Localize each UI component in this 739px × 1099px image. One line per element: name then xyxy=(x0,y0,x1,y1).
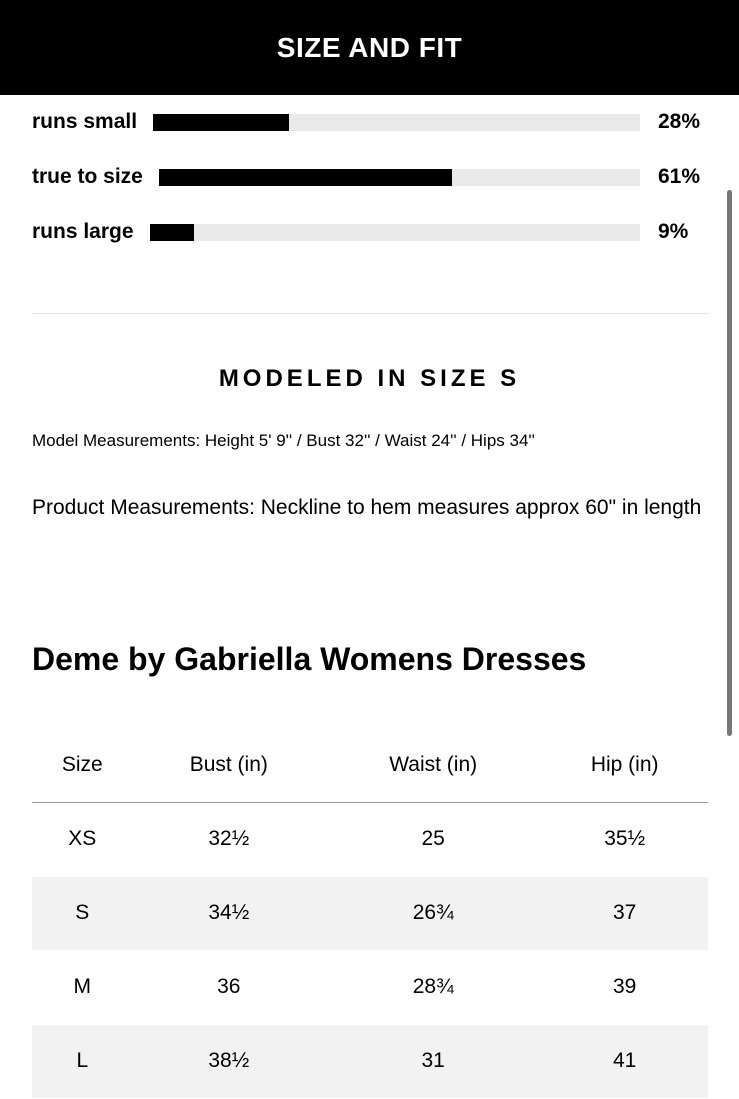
table-cell: 34½ xyxy=(132,876,326,950)
fit-label: runs large xyxy=(32,220,134,243)
divider xyxy=(32,313,708,314)
fit-bar-track xyxy=(149,223,640,241)
table-cell: 35½ xyxy=(604,827,646,850)
fit-row-true-to-size: true to size 61% xyxy=(32,162,712,192)
fit-label: true to size xyxy=(32,165,143,188)
table-cell: 26¾ xyxy=(325,876,542,950)
model-measurements: Model Measurements: Height 5' 9'' / Bust… xyxy=(32,431,535,450)
size-chart-title: Deme by Gabriella Womens Dresses xyxy=(32,641,587,677)
table-cell: M xyxy=(73,975,92,998)
column-header: Hip (in) xyxy=(541,728,708,803)
fit-percent: 61% xyxy=(658,165,701,188)
fit-row-runs-large: runs large 9% xyxy=(32,217,712,247)
table-cell: S xyxy=(32,876,133,950)
table-cell: 32½ xyxy=(208,827,250,850)
modeled-heading: MODELED IN SIZE S xyxy=(218,365,521,392)
header-bar: SIZE AND FIT xyxy=(0,0,739,95)
fit-bar-track xyxy=(153,113,640,131)
fit-bar-fill xyxy=(149,223,194,241)
column-header: Bust (in) xyxy=(132,728,326,803)
table-cell: 31 xyxy=(325,1024,542,1098)
table-cell: 28¾ xyxy=(412,975,454,998)
header-title: SIZE AND FIT xyxy=(276,31,463,63)
fit-percent: 28% xyxy=(658,110,701,133)
table-row: S 34½ 26¾ 37 xyxy=(32,876,708,950)
table-cell: 38½ xyxy=(132,1024,326,1098)
table-cell: L xyxy=(32,1024,133,1098)
fit-percent: 9% xyxy=(658,220,689,243)
fit-bar-track xyxy=(158,168,640,186)
table-cell: 25 xyxy=(421,827,445,850)
table-row: M 36 28¾ 39 xyxy=(32,950,708,1024)
table-cell: 37 xyxy=(541,876,708,950)
table-cell: XS xyxy=(68,827,97,850)
column-header: Size xyxy=(32,728,133,803)
scrollbar[interactable] xyxy=(727,190,732,736)
table-cell: 36 xyxy=(217,975,241,998)
fit-bar-fill xyxy=(153,113,290,131)
column-header: Waist (in) xyxy=(325,728,542,803)
table-row: XS 32½ 25 35½ xyxy=(32,802,708,876)
fit-label: runs small xyxy=(32,110,138,133)
table-header-row: Size Bust (in) Waist (in) Hip (in) xyxy=(32,728,708,803)
fit-bar-fill xyxy=(158,168,453,186)
table-row: L 38½ 31 41 xyxy=(32,1024,708,1098)
product-measurements: Product Measurements: Neckline to hem me… xyxy=(32,496,702,519)
size-chart-table: Size Bust (in) Waist (in) Hip (in) XS 32½… xyxy=(32,728,708,1099)
table-cell: 39 xyxy=(613,975,637,998)
table-cell: 41 xyxy=(541,1024,708,1098)
fit-row-runs-small: runs small 28% xyxy=(32,107,712,137)
